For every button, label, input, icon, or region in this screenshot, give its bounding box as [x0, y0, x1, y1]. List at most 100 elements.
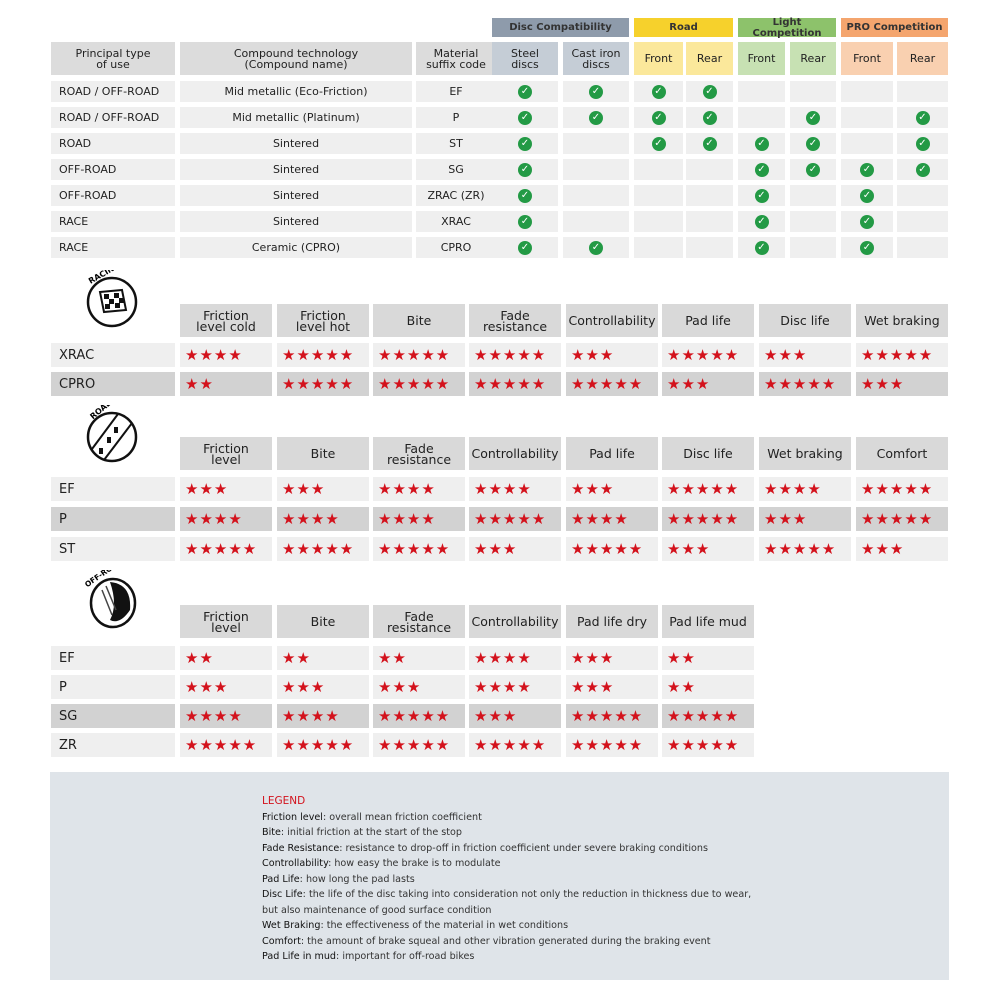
- rating-header: Friction level hot: [277, 304, 369, 337]
- compat-cell: [790, 211, 836, 232]
- star-rating: ★★★★★: [373, 372, 465, 396]
- check-circle-icon: ✓: [702, 84, 717, 99]
- star-rating: ★★★: [566, 646, 658, 670]
- star-rating: ★★★★★: [856, 507, 948, 531]
- star-rating: ★★★★★: [662, 477, 754, 501]
- row-compound: Sintered: [180, 133, 412, 154]
- legend-title: LEGEND: [262, 795, 306, 807]
- check-circle-icon: ✓: [806, 110, 820, 125]
- star-rating: ★★★★★: [856, 343, 948, 367]
- legend-box: LEGEND Friction level: overall mean frict…: [50, 772, 949, 980]
- compat-cell: [790, 81, 836, 102]
- star-rating: ★★★★: [566, 507, 658, 531]
- rating-header: Pad life: [662, 304, 754, 337]
- rating-header: Fade resistance: [373, 605, 465, 638]
- legend-item: Controllability: how easy the brake is t…: [262, 856, 751, 872]
- star-rating: ★★★: [180, 675, 272, 699]
- compat-cell: [563, 133, 629, 154]
- star-rating: ★★★: [469, 537, 561, 561]
- check-circle-icon: ✓: [754, 162, 769, 177]
- check-circle-icon: ✓: [589, 240, 603, 255]
- compat-cell: [790, 185, 836, 206]
- checkered-flag-icon: RACING: [80, 261, 140, 334]
- row-code: ST: [416, 133, 496, 154]
- row-type: RACE: [51, 211, 175, 232]
- row-compound: Ceramic (CPRO): [180, 237, 412, 258]
- compat-cell: ✓: [738, 159, 785, 180]
- compat-cell: [686, 211, 733, 232]
- star-rating: ★★★★★: [662, 343, 754, 367]
- column-header: Front: [841, 42, 893, 75]
- star-rating: ★★★★★: [662, 704, 754, 728]
- legend-term: Fade Resistance: [262, 842, 340, 854]
- compat-cell: ✓: [492, 211, 558, 232]
- star-rating: ★★★: [469, 704, 561, 728]
- star-rating: ★★★★★: [180, 537, 272, 561]
- compat-cell: [634, 211, 683, 232]
- legend-term: Comfort: [262, 935, 301, 947]
- legend-definition: : how easy the brake is to modulate: [328, 858, 501, 869]
- rating-row-label: EF: [51, 477, 175, 501]
- check-circle-icon: ✓: [806, 136, 820, 151]
- check-circle-icon: ✓: [518, 110, 532, 125]
- group-header: Disc Compatibility: [492, 18, 629, 37]
- rating-header: Wet braking: [759, 437, 851, 470]
- star-rating: ★★: [662, 675, 754, 699]
- compat-cell: [841, 81, 893, 102]
- check-circle-icon: ✓: [518, 136, 532, 151]
- check-circle-icon: ✓: [915, 162, 930, 177]
- compat-cell: ✓: [790, 107, 836, 128]
- compat-cell: [897, 81, 948, 102]
- compat-cell: ✓: [492, 133, 558, 154]
- compat-cell: ✓: [738, 211, 785, 232]
- compat-cell: [897, 185, 948, 206]
- legend-definition: : the amount of brake squeal and other v…: [300, 935, 711, 947]
- star-rating: ★★★★★: [277, 537, 369, 561]
- check-circle-icon: ✓: [754, 240, 769, 255]
- rating-row-label: CPRO: [51, 372, 175, 396]
- legend-term: Controllability: [262, 858, 329, 869]
- compat-cell: [841, 107, 893, 128]
- legend-item: Wet Braking: the effectiveness of the ma…: [262, 918, 751, 934]
- star-rating: ★★★★★: [759, 537, 851, 561]
- check-circle-icon: ✓: [651, 136, 666, 151]
- row-code: XRAC: [416, 211, 496, 232]
- star-rating: ★★★★★: [662, 507, 754, 531]
- star-rating: ★★★★★: [759, 372, 851, 396]
- compat-cell: ✓: [790, 159, 836, 180]
- column-header: Principal type of use: [51, 42, 175, 75]
- star-rating: ★★★★★: [180, 733, 272, 757]
- rating-header: Controllability: [566, 304, 658, 337]
- check-circle-icon: ✓: [860, 188, 874, 203]
- compat-cell: ✓: [841, 211, 893, 232]
- star-rating: ★★★: [856, 537, 948, 561]
- star-rating: ★★★: [856, 372, 948, 396]
- check-circle-icon: ✓: [702, 110, 717, 125]
- check-circle-icon: ✓: [651, 110, 666, 125]
- star-rating: ★★★★: [180, 704, 272, 728]
- check-circle-icon: ✓: [754, 188, 769, 203]
- compat-cell: ✓: [492, 159, 558, 180]
- row-type: OFF-ROAD: [51, 185, 175, 206]
- column-header: Material suffix code: [416, 42, 496, 75]
- row-type: OFF-ROAD: [51, 159, 175, 180]
- rating-row-label: EF: [51, 646, 175, 670]
- compat-cell: [686, 185, 733, 206]
- compat-cell: [897, 237, 948, 258]
- star-rating: ★★★★★: [469, 733, 561, 757]
- check-circle-icon: ✓: [860, 214, 874, 229]
- compat-cell: [634, 185, 683, 206]
- star-rating: ★★★: [373, 675, 465, 699]
- star-rating: ★★★★: [469, 477, 561, 501]
- legend-definition: : overall mean friction coefficient: [322, 811, 482, 823]
- star-rating: ★★★★: [759, 477, 851, 501]
- compat-cell: ✓: [563, 237, 629, 258]
- star-rating: ★★★★★: [469, 372, 561, 396]
- column-header: Rear: [790, 42, 836, 75]
- check-circle-icon: ✓: [860, 162, 874, 177]
- star-rating: ★★★★★: [566, 537, 658, 561]
- compat-cell: ✓: [738, 133, 785, 154]
- star-rating: ★★★: [662, 372, 754, 396]
- compat-cell: [738, 107, 785, 128]
- compat-cell: ✓: [790, 133, 836, 154]
